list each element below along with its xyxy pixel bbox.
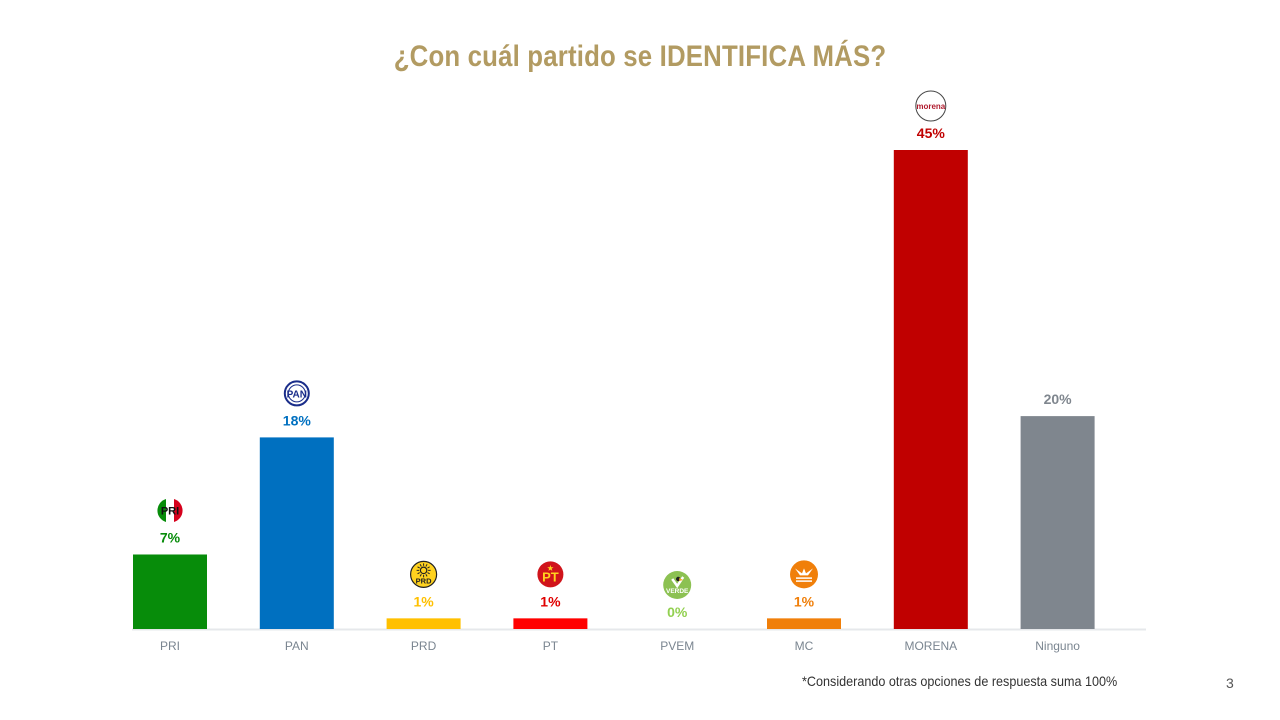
bar-pri (133, 554, 207, 629)
category-label-ninguno: Ninguno (1035, 639, 1080, 653)
value-label-pt: 1% (540, 593, 561, 609)
bar-pan (259, 437, 334, 629)
bar-morena (893, 150, 968, 629)
value-label-prd: 1% (413, 593, 434, 609)
prd-logo-icon: PRD (410, 560, 438, 588)
category-label-pri: PRI (160, 639, 180, 653)
value-label-pan: 18% (283, 412, 312, 428)
category-label-prd: PRD (411, 639, 437, 653)
footnote: *Considerando otras opciones de respuest… (802, 673, 1118, 689)
bar-ninguno (1020, 416, 1095, 629)
svg-text:PRD: PRD (416, 576, 432, 585)
value-label-morena: 45% (917, 125, 946, 141)
value-label-pvem: 0% (667, 604, 688, 620)
morena-logo-icon: morena (915, 90, 947, 122)
value-label-ninguno: 20% (1044, 391, 1073, 407)
chart-title: ¿Con cuál partido se IDENTIFICA MÁS? (393, 40, 887, 73)
svg-text:PAN: PAN (287, 389, 307, 400)
bar-pt (513, 618, 588, 629)
pt-logo-icon: ★PT (537, 561, 564, 588)
category-label-morena: MORENA (904, 639, 957, 653)
pan-logo-icon: PAN (283, 380, 310, 407)
value-label-pri: 7% (160, 529, 181, 545)
bar-mc (767, 618, 841, 629)
category-label-pvem: PVEM (660, 639, 694, 653)
category-label-pt: PT (543, 639, 559, 653)
category-label-mc: MC (795, 639, 814, 653)
page-number: 3 (1226, 675, 1234, 691)
svg-text:PT: PT (542, 569, 559, 584)
category-label-pan: PAN (285, 639, 309, 653)
bar-prd (386, 618, 461, 629)
pvem-logo-icon: VERDE (663, 571, 692, 599)
svg-text:★: ★ (547, 564, 554, 572)
svg-text:morena: morena (916, 102, 945, 111)
pri-logo-icon: PRI (157, 498, 183, 523)
value-label-mc: 1% (794, 593, 815, 609)
svg-text:PRI: PRI (161, 505, 179, 517)
mc-logo-icon (790, 560, 818, 589)
svg-text:VERDE: VERDE (666, 588, 689, 595)
